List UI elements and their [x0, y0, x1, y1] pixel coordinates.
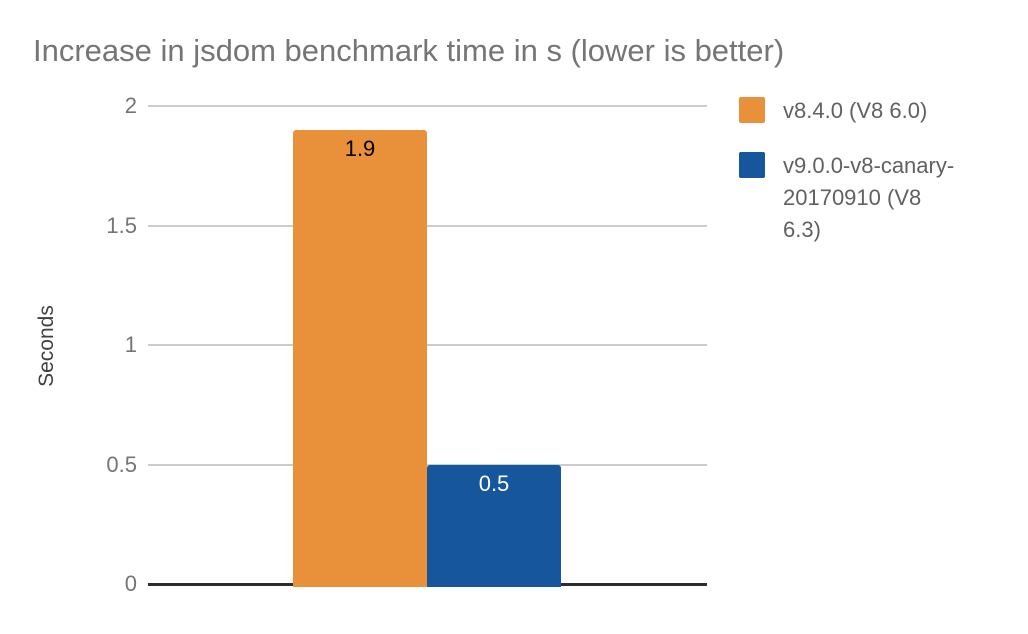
legend-item-label: v8.4.0 (V8 6.0) — [783, 98, 928, 123]
chart-title: Increase in jsdom benchmark time in s (l… — [33, 33, 785, 68]
gridline — [148, 105, 707, 107]
gridline — [148, 224, 707, 227]
legend-swatch-icon — [739, 152, 765, 178]
y-tick-label: 1.5 — [106, 212, 137, 238]
y-tick-label: 1 — [124, 332, 137, 357]
y-tick-label: 2 — [124, 93, 137, 118]
bar-series-0: 1.9 — [293, 129, 427, 587]
y-tick-label: 0.5 — [106, 451, 137, 477]
bar-value-label: 0.5 — [478, 470, 510, 496]
bar-series-1: 0.5 — [427, 464, 561, 587]
legend-item-1: v9.0.0-v8-canary-20170910 (V8 6.3) — [739, 150, 1001, 246]
legend: v8.4.0 (V8 6.0) v9.0.0-v8-canary-20170910… — [739, 95, 1001, 269]
gridline — [148, 344, 707, 346]
y-tick-label: 0 — [124, 571, 137, 596]
legend-swatch-icon — [739, 97, 765, 123]
legend-item-0: v8.4.0 (V8 6.0) — [739, 95, 1001, 127]
legend-item-label: v9.0.0-v8-canary-20170910 (V8 6.3) — [783, 153, 955, 242]
bar-value-label: 1.9 — [344, 135, 376, 161]
